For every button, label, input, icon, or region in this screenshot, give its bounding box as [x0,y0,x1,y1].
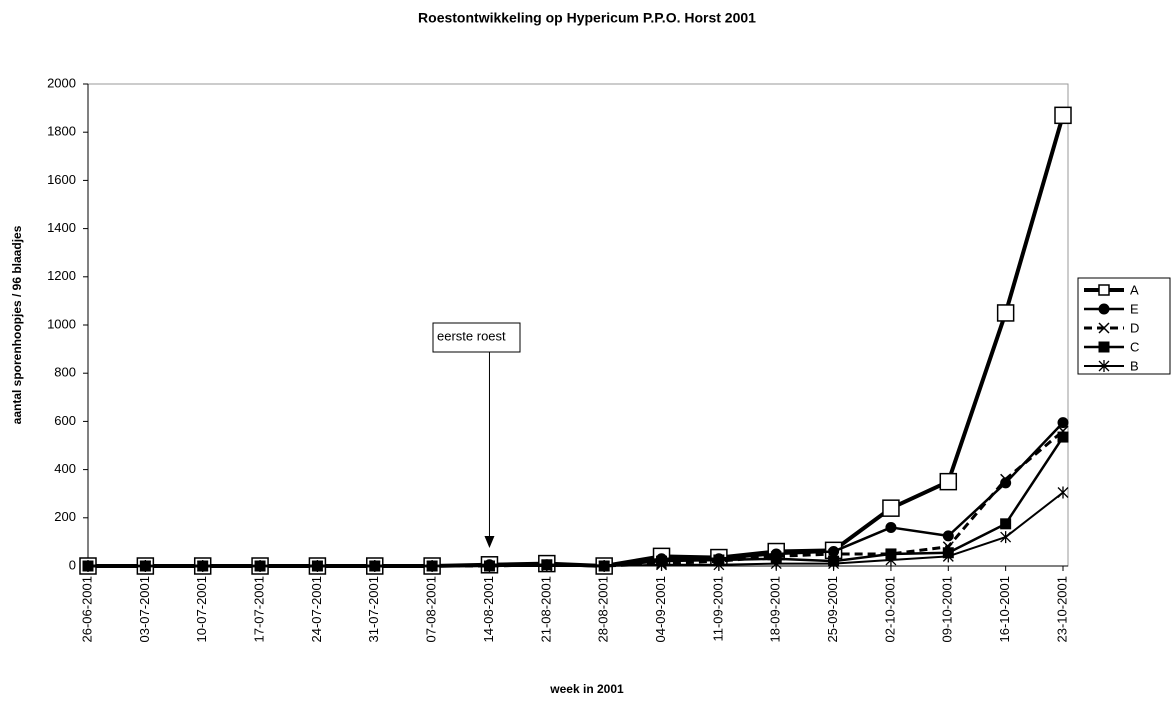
marker [939,472,958,491]
series-line [88,114,1065,568]
annotation-box [432,322,521,353]
y-tick-label: 400 [54,461,76,476]
marker [882,499,900,517]
chart-title: Roestontwikkeling op Hypericum P.P.O. Ho… [418,10,756,26]
marker [996,304,1015,322]
marker [484,560,495,572]
legend-marker [1098,341,1110,353]
marker [426,560,438,572]
y-tick-label: 2000 [47,75,76,90]
marker [311,560,323,572]
marker [1000,531,1012,544]
x-tick-label: 10-07-2001 [194,576,209,643]
x-tick-label: 09-10-2001 [940,576,955,643]
series-line [88,429,1064,568]
annotation-arrowhead [484,536,495,548]
marker [1000,518,1012,530]
marker [1057,486,1069,499]
marker [828,557,840,570]
marker [82,560,94,572]
marker [942,550,954,563]
x-tick-label: 28-08-2001 [596,576,611,643]
legend-label: D [1130,320,1139,335]
marker [713,558,725,571]
legend-box [1077,277,1171,375]
y-tick-label: 1200 [47,268,76,283]
x-tick-label: 21-08-2001 [538,576,553,643]
y-tick-label: 1400 [47,220,76,235]
x-tick-label: 18-09-2001 [768,576,783,643]
x-tick-label: 16-10-2001 [997,576,1012,643]
y-tick-label: 0 [69,557,76,572]
y-tick-label: 600 [54,413,76,428]
y-tick-label: 800 [54,365,76,380]
x-tick-label: 26-06-2001 [79,576,94,643]
marker [770,557,782,570]
marker [885,553,897,566]
x-tick-label: 11-09-2001 [710,576,725,642]
annotation-text: eerste roest [437,328,506,343]
y-tick-label: 1600 [47,172,76,187]
y-tick-label: 1000 [47,316,76,331]
y-tick-label: 1800 [47,124,76,139]
legend-label: B [1130,358,1139,373]
series-line [88,491,1064,567]
marker [369,560,381,572]
marker [1057,417,1069,429]
marker [541,560,553,572]
x-tick-label: 14-08-2001 [481,576,496,643]
x-tick-label: 31-07-2001 [366,576,381,643]
x-tick-label: 17-07-2001 [251,576,266,643]
x-tick-label: 23-10-2001 [1054,576,1069,643]
legend-label: E [1130,301,1139,316]
marker [598,560,610,572]
marker [656,558,667,571]
marker [885,521,897,533]
y-axis-title: aantal sporenhoopjes / 96 blaadjes [10,225,24,424]
marker [1057,431,1069,443]
x-tick-label: 04-09-2001 [653,576,668,643]
marker [1000,473,1012,485]
y-tick-label: 200 [54,509,76,524]
legend-marker [1098,322,1110,334]
marker [942,530,954,542]
legend-marker [1098,303,1110,315]
x-tick-label: 07-08-2001 [424,576,439,643]
series-line [88,436,1065,568]
legend-marker [1098,360,1110,372]
x-axis-title: week in 2001 [549,682,624,696]
marker [1054,106,1072,125]
legend-label: C [1130,339,1139,354]
legend-label: A [1130,282,1139,297]
marker [197,560,209,572]
legend-marker [1098,284,1110,296]
x-tick-label: 03-07-2001 [137,576,152,643]
marker [139,560,151,572]
marker [254,560,266,572]
x-tick-label: 24-07-2001 [309,576,324,643]
x-tick-label: 02-10-2001 [882,576,897,643]
x-tick-label: 25-09-2001 [825,576,840,643]
